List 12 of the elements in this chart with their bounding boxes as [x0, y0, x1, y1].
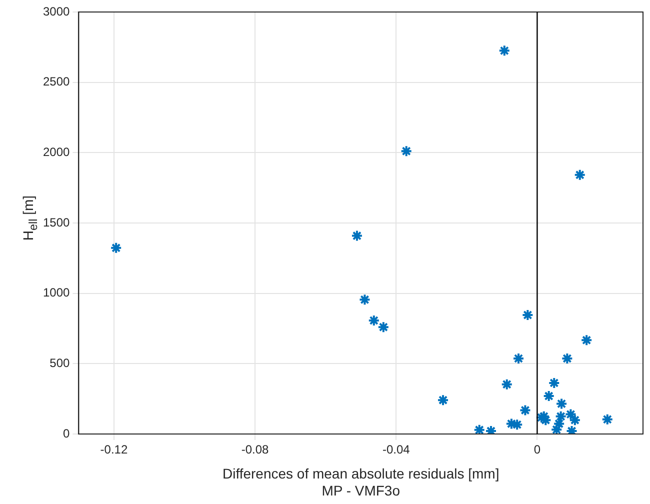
y-tick-label: 500	[50, 356, 70, 370]
y-tick-label: 2000	[42, 144, 70, 159]
y-tick-label: 2500	[42, 74, 70, 89]
x-tick-label: 0	[534, 442, 541, 457]
y-tick-label: 3000	[42, 4, 70, 18]
x-tick-label: -0.04	[382, 442, 410, 457]
y-tick-label: 1500	[42, 215, 70, 230]
y-tick-label: 1000	[42, 286, 70, 300]
y-tick-label: 0	[63, 426, 70, 440]
x-axis-title: Differences of mean absolute residuals [mm] MP - VMF3o	[222, 466, 500, 498]
x-tick-label: -0.12	[100, 442, 128, 457]
x-tick-label: -0.08	[241, 442, 270, 457]
